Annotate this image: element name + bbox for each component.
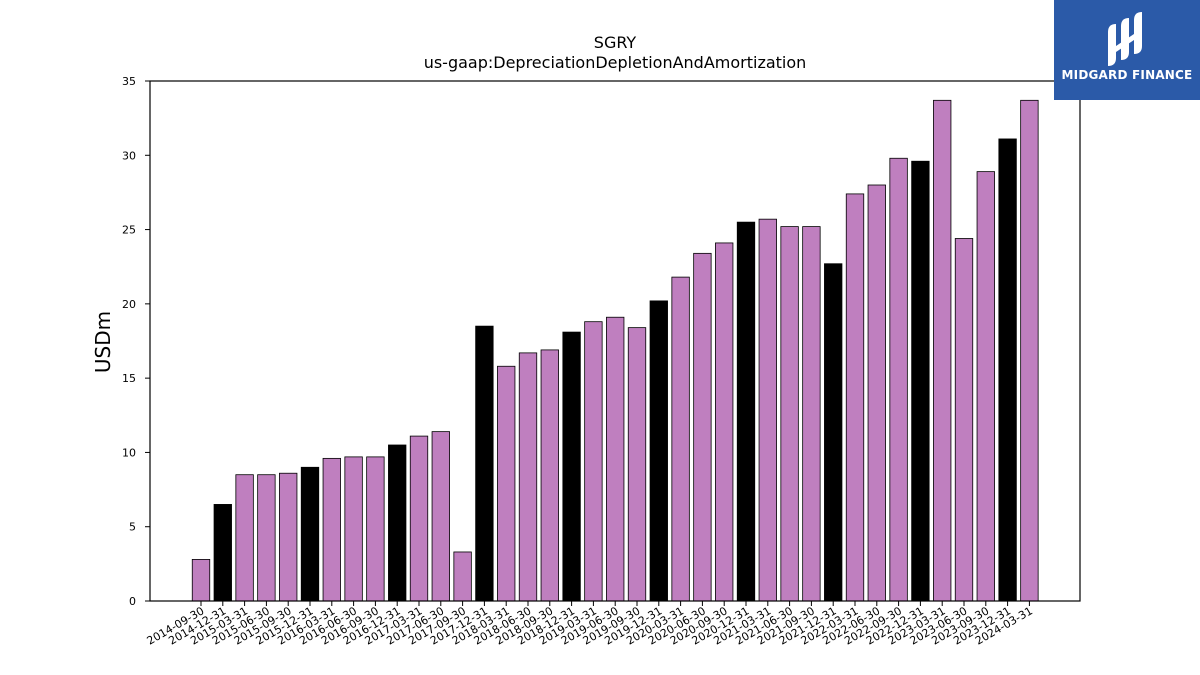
- bar-2015-03-31: [235, 474, 254, 602]
- y-tick-label: 25: [122, 224, 136, 237]
- bar-2015-09-30: [279, 472, 298, 602]
- bar-2017-03-31: [409, 435, 429, 602]
- bar-2018-12-31: [562, 331, 581, 602]
- bar-2016-03-31: [322, 457, 341, 602]
- bar-2020-03-31: [671, 276, 690, 602]
- y-tick-label: 35: [122, 75, 136, 88]
- bar-2020-09-30: [715, 242, 734, 602]
- bar-2014-12-31: [213, 504, 232, 602]
- y-tick-label: 20: [122, 298, 136, 311]
- brand-name: MIDGARD FINANCE: [1061, 68, 1193, 82]
- bar-2019-03-31: [584, 321, 603, 602]
- bar-2017-09-30: [453, 551, 472, 602]
- bar-2017-06-30: [431, 431, 450, 602]
- bar-2014-09-30: [191, 559, 211, 602]
- plot-frame: [149, 80, 1081, 602]
- bar-2021-06-30: [780, 226, 799, 602]
- y-axis: 0 5 10 15 20 25 30 35: [122, 75, 150, 608]
- brand-logo: MIDGARD FINANCE: [1054, 0, 1200, 100]
- bar-2016-12-31: [388, 444, 407, 602]
- bar-2015-12-31: [300, 466, 320, 602]
- bar-2018-06-30: [518, 352, 538, 602]
- bar-2021-12-31: [824, 263, 843, 602]
- bar-2022-12-31: [911, 160, 930, 602]
- bar-2020-06-30: [693, 252, 712, 602]
- bar-2022-06-30: [867, 184, 886, 602]
- bar-2019-09-30: [627, 327, 647, 602]
- midgard-logo-icon: [1108, 12, 1142, 66]
- bar-2018-09-30: [540, 349, 559, 602]
- y-tick-label: 5: [129, 521, 136, 534]
- bar-2024-03-31: [1020, 99, 1039, 602]
- bar-2023-06-30: [954, 238, 974, 602]
- x-axis: 2014-09-302014-12-312015-03-312015-06-30…: [145, 601, 1035, 648]
- bar-2019-06-30: [606, 316, 625, 602]
- bar-2019-12-31: [649, 300, 668, 602]
- bar-2021-03-31: [758, 218, 777, 602]
- bar-2016-09-30: [366, 456, 385, 602]
- bar-2023-03-31: [933, 99, 952, 602]
- bar-2021-09-30: [802, 226, 821, 602]
- bar-2022-09-30: [889, 157, 908, 602]
- bars-group: [191, 99, 1039, 602]
- chart-subtitle: us-gaap:DepreciationDepletionAndAmortiza…: [424, 53, 807, 72]
- bar-2020-12-31: [736, 221, 756, 602]
- bar-2016-06-30: [344, 456, 363, 602]
- bar-2018-03-31: [497, 365, 516, 602]
- bar-2022-03-31: [845, 193, 865, 602]
- bar-2023-09-30: [976, 171, 995, 602]
- chart-title: SGRY: [594, 33, 637, 52]
- y-tick-label: 10: [122, 446, 136, 459]
- y-axis-label: USDm: [91, 311, 115, 373]
- bar-2015-06-30: [257, 474, 276, 602]
- y-tick-label: 15: [122, 372, 136, 385]
- bar-2017-12-31: [475, 325, 494, 602]
- y-tick-label: 0: [129, 595, 136, 608]
- y-tick-label: 30: [122, 149, 136, 162]
- bar-2023-12-31: [998, 138, 1017, 602]
